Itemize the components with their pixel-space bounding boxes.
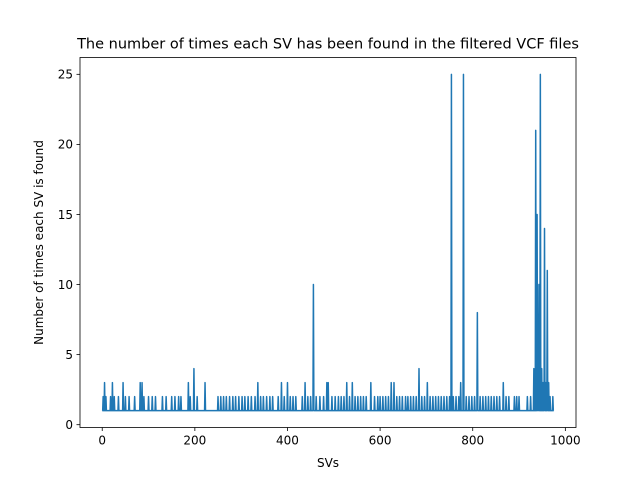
y-tick-label: 10 bbox=[58, 278, 73, 292]
y-tick-label: 0 bbox=[65, 418, 73, 432]
chart-title: The number of times each SV has been fou… bbox=[76, 37, 579, 53]
series-line bbox=[101, 73, 555, 412]
x-tick-label: 1000 bbox=[550, 434, 581, 448]
y-tick-label: 25 bbox=[58, 68, 73, 82]
plot-frame bbox=[79, 57, 577, 428]
y-tick-label: 20 bbox=[58, 138, 73, 152]
y-axis: 0 5 10 15 20 25 bbox=[58, 68, 80, 432]
y-tick-label: 15 bbox=[58, 208, 73, 222]
y-axis-label: Number of times each SV is found bbox=[32, 140, 46, 345]
x-axis-label: SVs bbox=[317, 456, 339, 470]
x-tick-label: 800 bbox=[461, 434, 484, 448]
x-axis: 0 200 400 600 800 1000 bbox=[98, 427, 581, 448]
x-tick-label: 200 bbox=[183, 434, 206, 448]
series-layer bbox=[101, 73, 555, 412]
x-tick-label: 0 bbox=[98, 434, 106, 448]
x-tick-label: 600 bbox=[369, 434, 392, 448]
x-tick-label: 400 bbox=[276, 434, 299, 448]
y-tick-label: 5 bbox=[65, 348, 73, 362]
